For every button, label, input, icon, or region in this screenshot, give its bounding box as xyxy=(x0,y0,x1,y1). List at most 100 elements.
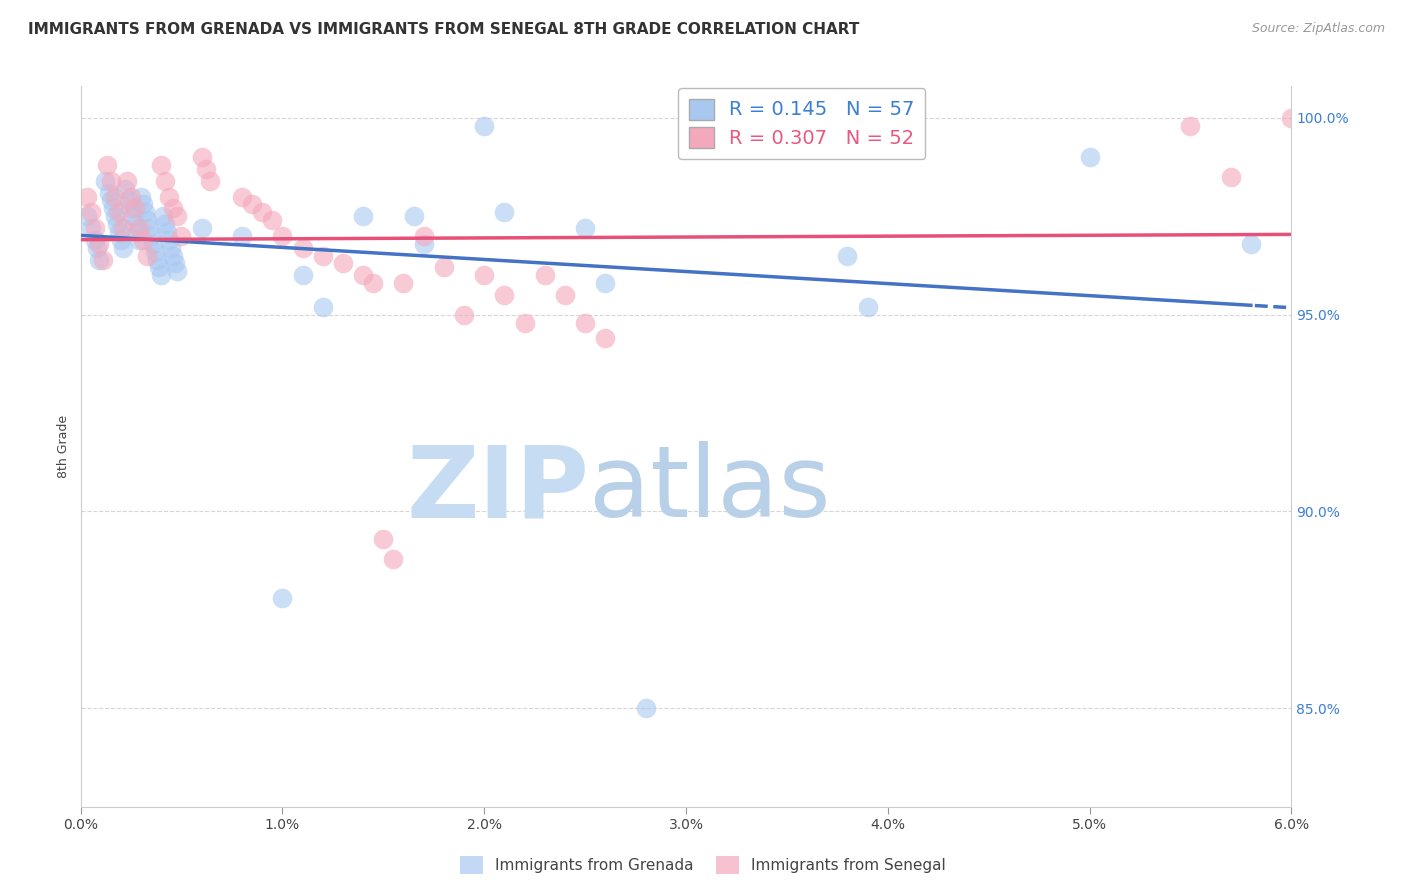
Point xyxy=(513,316,536,330)
Text: IMMIGRANTS FROM GRENADA VS IMMIGRANTS FROM SENEGAL 8TH GRADE CORRELATION CHART: IMMIGRANTS FROM GRENADA VS IMMIGRANTS FR… xyxy=(28,22,859,37)
Point xyxy=(494,288,516,302)
Point xyxy=(157,233,180,247)
Point xyxy=(104,209,127,223)
Point xyxy=(231,189,253,203)
Point xyxy=(124,217,146,231)
Point xyxy=(124,202,146,216)
Point xyxy=(382,551,405,566)
Point xyxy=(96,158,118,172)
Point xyxy=(138,221,160,235)
Point xyxy=(1219,169,1241,184)
Point xyxy=(157,189,180,203)
Point xyxy=(150,158,173,172)
Point xyxy=(190,221,212,235)
Point xyxy=(574,316,596,330)
Point xyxy=(166,209,188,223)
Point xyxy=(190,150,212,164)
Point xyxy=(837,249,859,263)
Point xyxy=(574,221,596,235)
Y-axis label: 8th Grade: 8th Grade xyxy=(58,415,70,478)
Point xyxy=(634,701,657,715)
Point xyxy=(83,233,105,247)
Point xyxy=(94,174,117,188)
Point xyxy=(132,233,155,247)
Point xyxy=(412,228,434,243)
Point xyxy=(170,228,193,243)
Point xyxy=(120,189,142,203)
Point xyxy=(160,241,183,255)
Point xyxy=(402,209,425,223)
Point xyxy=(155,174,177,188)
Point xyxy=(122,209,145,223)
Point xyxy=(87,236,110,251)
Point xyxy=(142,236,165,251)
Point xyxy=(165,256,187,270)
Point xyxy=(100,194,122,208)
Point xyxy=(1240,236,1263,251)
Point xyxy=(593,276,616,290)
Point xyxy=(152,209,174,223)
Point xyxy=(262,213,284,227)
Point xyxy=(198,174,221,188)
Point xyxy=(100,174,122,188)
Point xyxy=(104,189,127,203)
Point xyxy=(373,532,395,546)
Point xyxy=(271,228,294,243)
Point xyxy=(453,308,475,322)
Point xyxy=(101,202,124,216)
Text: ZIP: ZIP xyxy=(406,442,589,538)
Point xyxy=(146,252,169,267)
Point xyxy=(134,205,156,219)
Point xyxy=(97,186,120,200)
Legend: R = 0.145   N = 57, R = 0.307   N = 52: R = 0.145 N = 57, R = 0.307 N = 52 xyxy=(678,88,925,159)
Point xyxy=(91,252,114,267)
Point xyxy=(79,221,101,235)
Point xyxy=(108,225,131,239)
Point xyxy=(392,276,415,290)
Point xyxy=(472,119,495,133)
Point xyxy=(554,288,576,302)
Point xyxy=(433,260,456,275)
Point xyxy=(150,268,173,283)
Point xyxy=(115,174,138,188)
Text: Source: ZipAtlas.com: Source: ZipAtlas.com xyxy=(1251,22,1385,36)
Point xyxy=(129,189,152,203)
Point xyxy=(533,268,555,283)
Point xyxy=(79,205,101,219)
Point xyxy=(166,264,188,278)
Point xyxy=(291,241,314,255)
Point xyxy=(352,268,374,283)
Point xyxy=(856,300,879,314)
Point xyxy=(110,233,132,247)
Point xyxy=(361,276,384,290)
Point xyxy=(1279,111,1302,125)
Point xyxy=(312,300,335,314)
Point xyxy=(291,268,314,283)
Point xyxy=(105,217,128,231)
Point xyxy=(143,244,166,259)
Point xyxy=(194,161,217,176)
Point xyxy=(472,268,495,283)
Point xyxy=(87,252,110,267)
Point xyxy=(83,221,105,235)
Point xyxy=(76,209,98,223)
Point xyxy=(876,119,898,133)
Legend: Immigrants from Grenada, Immigrants from Senegal: Immigrants from Grenada, Immigrants from… xyxy=(454,850,952,880)
Point xyxy=(128,221,150,235)
Point xyxy=(141,228,163,243)
Point xyxy=(128,233,150,247)
Point xyxy=(111,241,134,255)
Point xyxy=(593,331,616,345)
Point xyxy=(332,256,354,270)
Point xyxy=(231,228,253,243)
Point xyxy=(114,182,136,196)
Point xyxy=(162,202,184,216)
Point xyxy=(120,202,142,216)
Point xyxy=(494,205,516,219)
Point xyxy=(1078,150,1101,164)
Point xyxy=(250,205,273,219)
Point xyxy=(136,213,159,227)
Point xyxy=(76,189,98,203)
Point xyxy=(312,249,335,263)
Point xyxy=(111,221,134,235)
